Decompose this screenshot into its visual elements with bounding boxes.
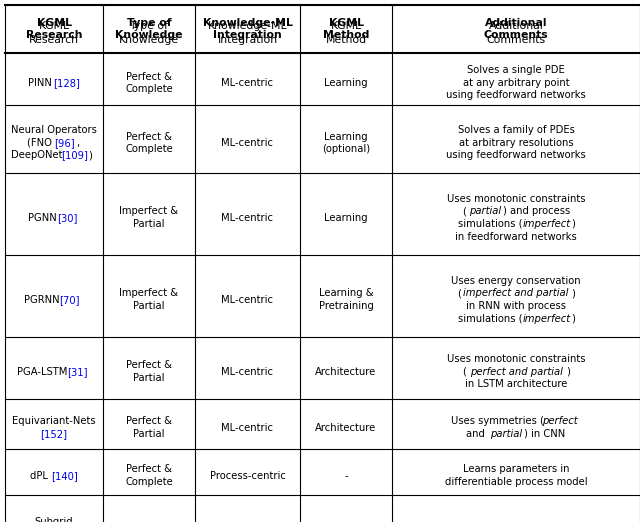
Text: PGRNN: PGRNN xyxy=(24,295,63,305)
Text: Imperfect &: Imperfect & xyxy=(120,289,179,299)
Text: [140]: [140] xyxy=(51,471,78,481)
Text: PGA-LSTM: PGA-LSTM xyxy=(17,367,70,377)
Text: KGML: KGML xyxy=(38,21,70,31)
Text: imperfect: imperfect xyxy=(523,219,572,229)
Text: Integration: Integration xyxy=(218,35,278,45)
Text: imperfect and partial: imperfect and partial xyxy=(463,289,569,299)
Text: Research: Research xyxy=(29,35,79,45)
Text: KGML
Research: KGML Research xyxy=(26,18,83,40)
Text: using feedforward networks: using feedforward networks xyxy=(446,90,586,100)
Text: Additional
Comments: Additional Comments xyxy=(484,18,548,40)
Text: ML-centric: ML-centric xyxy=(221,78,273,88)
Text: Uses energy conservation: Uses energy conservation xyxy=(451,276,581,286)
Text: [30]: [30] xyxy=(57,213,77,223)
Text: PINN: PINN xyxy=(28,78,54,88)
Text: Neural Operators: Neural Operators xyxy=(11,125,97,135)
Text: Solves a single PDE: Solves a single PDE xyxy=(467,65,565,75)
Text: ): ) xyxy=(572,314,575,324)
Text: (: ( xyxy=(457,289,461,299)
Text: [96]: [96] xyxy=(54,138,75,148)
Text: Perfect &: Perfect & xyxy=(126,465,172,474)
Text: ML-centric: ML-centric xyxy=(221,138,273,148)
Text: using feedforward networks: using feedforward networks xyxy=(446,150,586,160)
Text: ): ) xyxy=(88,150,92,160)
Text: [70]: [70] xyxy=(60,295,80,305)
Text: Complete: Complete xyxy=(125,477,173,487)
Text: ): ) xyxy=(566,367,570,377)
Text: Partial: Partial xyxy=(133,373,164,383)
Text: Knowledge: Knowledge xyxy=(119,35,179,45)
Text: (FNO: (FNO xyxy=(27,138,55,148)
Text: [152]: [152] xyxy=(40,429,67,439)
Text: and: and xyxy=(466,429,488,439)
Text: at arbitrary resolutions: at arbitrary resolutions xyxy=(459,138,573,148)
Text: Architecture: Architecture xyxy=(316,423,376,433)
Text: Subgrid: Subgrid xyxy=(35,517,74,522)
Text: KGML: KGML xyxy=(330,21,362,31)
Text: Perfect &: Perfect & xyxy=(126,361,172,371)
Text: [109]: [109] xyxy=(61,150,88,160)
Text: ) in CNN: ) in CNN xyxy=(524,429,565,439)
Text: PGNN: PGNN xyxy=(28,213,60,223)
Text: ML-centric: ML-centric xyxy=(221,367,273,377)
Text: in LSTM architecture: in LSTM architecture xyxy=(465,379,567,389)
Text: Uses monotonic constraints: Uses monotonic constraints xyxy=(447,194,585,204)
Text: Type of
Knowledge: Type of Knowledge xyxy=(115,18,183,40)
Text: Learning &: Learning & xyxy=(319,289,373,299)
Text: Learning: Learning xyxy=(324,213,368,223)
Text: ) and process: ) and process xyxy=(503,207,570,217)
Text: simulations (: simulations ( xyxy=(458,219,522,229)
Text: Uses monotonic constraints: Uses monotonic constraints xyxy=(447,354,585,364)
Text: differentiable process model: differentiable process model xyxy=(445,477,588,487)
Text: Type of: Type of xyxy=(129,21,168,31)
Text: at any arbitrary point: at any arbitrary point xyxy=(463,78,570,88)
Text: Equivariant-Nets: Equivariant-Nets xyxy=(12,417,96,426)
Text: Architecture: Architecture xyxy=(316,367,376,377)
Text: perfect and partial: perfect and partial xyxy=(470,367,563,377)
Text: Method: Method xyxy=(325,35,367,45)
Text: Perfect &: Perfect & xyxy=(126,417,172,426)
Text: (: ( xyxy=(462,367,466,377)
Text: ML-centric: ML-centric xyxy=(221,213,273,223)
Text: (optional): (optional) xyxy=(322,144,370,154)
Text: Imperfect &: Imperfect & xyxy=(120,207,179,217)
Text: in feedforward networks: in feedforward networks xyxy=(455,231,577,242)
Text: Learning: Learning xyxy=(324,78,368,88)
Text: Uses symmetries (: Uses symmetries ( xyxy=(451,417,544,426)
Text: DeepONet: DeepONet xyxy=(11,150,66,160)
Text: Partial: Partial xyxy=(133,301,164,311)
Text: Partial: Partial xyxy=(133,429,164,439)
Text: Knowledge-ML: Knowledge-ML xyxy=(208,21,287,31)
Text: (: ( xyxy=(462,207,466,217)
Text: partial: partial xyxy=(468,207,501,217)
Text: Learning: Learning xyxy=(324,132,368,141)
Text: dPL: dPL xyxy=(31,471,51,481)
Text: KGML
Method: KGML Method xyxy=(323,18,369,40)
Text: Pretraining: Pretraining xyxy=(319,301,373,311)
Text: Perfect &: Perfect & xyxy=(126,72,172,81)
Text: ML-centric: ML-centric xyxy=(221,295,273,305)
Text: Knowledge-ML
Integration: Knowledge-ML Integration xyxy=(203,18,292,40)
Text: Partial: Partial xyxy=(133,219,164,229)
Text: Perfect &: Perfect & xyxy=(126,132,172,141)
Text: Solves a family of PDEs: Solves a family of PDEs xyxy=(458,125,575,135)
Text: Comments: Comments xyxy=(486,35,545,45)
Text: in RNN with process: in RNN with process xyxy=(466,301,566,311)
Text: Process-centric: Process-centric xyxy=(209,471,285,481)
Text: ML-centric: ML-centric xyxy=(221,423,273,433)
Text: Complete: Complete xyxy=(125,84,173,94)
Text: simulations (: simulations ( xyxy=(458,314,522,324)
Text: [31]: [31] xyxy=(67,367,88,377)
Text: -: - xyxy=(344,471,348,481)
Text: Complete: Complete xyxy=(125,144,173,154)
Text: [128]: [128] xyxy=(54,78,81,88)
Text: Learns parameters in: Learns parameters in xyxy=(463,465,569,474)
Text: Additional: Additional xyxy=(488,21,543,31)
Text: perfect: perfect xyxy=(542,417,578,426)
Text: ): ) xyxy=(572,289,575,299)
Text: ): ) xyxy=(572,219,575,229)
Text: ,: , xyxy=(76,138,79,148)
Text: imperfect: imperfect xyxy=(523,314,572,324)
Text: partial: partial xyxy=(490,429,522,439)
